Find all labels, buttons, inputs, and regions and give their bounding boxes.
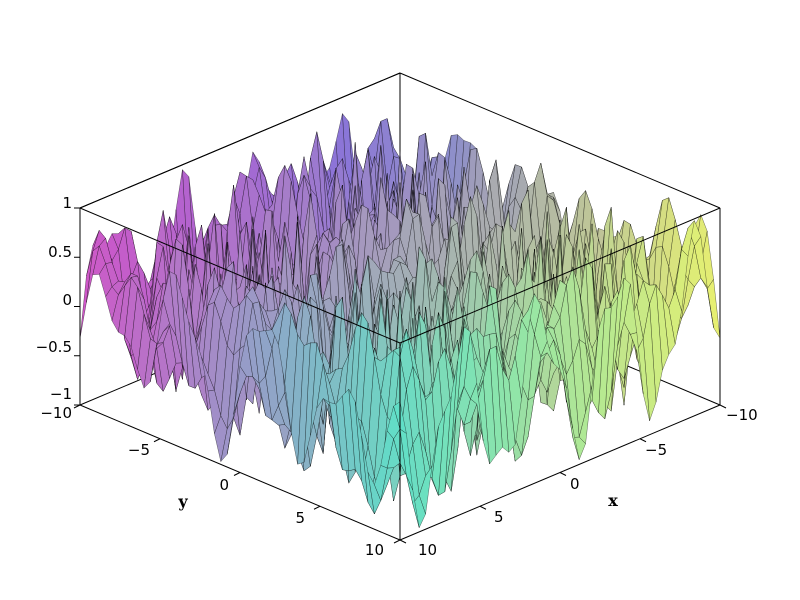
- y-tick-label-10: 10: [365, 541, 384, 559]
- box-edge-top-front-left: [79, 207, 401, 344]
- y-tick: [73, 404, 81, 409]
- surface-patch: [706, 278, 721, 339]
- box-edge-top-back-right: [399, 72, 721, 209]
- x-tick-label-0: 0: [570, 475, 580, 493]
- x-tick: [399, 539, 407, 544]
- y-tick: [233, 472, 241, 476]
- x-tick: [479, 505, 487, 510]
- z-tick-label-0: 0: [62, 291, 72, 309]
- tick-marks: [73, 207, 727, 544]
- z-tick-label-0.5: 0.5: [48, 243, 72, 261]
- surface-patch: [79, 251, 94, 339]
- y-tick-label-minus-10: −10: [40, 404, 72, 422]
- z-tick-label-minus-1: −1: [50, 385, 72, 403]
- y-tick: [313, 505, 321, 510]
- x-tick-label-minus-5: −5: [645, 441, 667, 459]
- y-tick-label-5: 5: [295, 509, 305, 527]
- x-tick-label-minus-10: −10: [726, 406, 758, 424]
- x-tick: [559, 472, 567, 476]
- y-axis-title: y: [177, 492, 188, 511]
- x-tick-label-10: 10: [418, 541, 437, 559]
- y-tick-label-minus-5: −5: [128, 441, 150, 459]
- x-axis-title: x: [608, 491, 618, 510]
- box-edge-top-front-right: [399, 207, 721, 344]
- x-tick-label-5: 5: [494, 508, 504, 526]
- box-edge-top-back-left-2: [79, 72, 401, 209]
- x-tick: [639, 438, 647, 443]
- y-tick-label-0: 0: [219, 476, 229, 494]
- y-tick: [393, 539, 401, 544]
- z-tick-label-minus-0.5: −0.5: [36, 338, 72, 356]
- y-tick: [153, 438, 161, 443]
- z-tick-label-1: 1: [62, 194, 72, 212]
- x-tick: [719, 404, 727, 409]
